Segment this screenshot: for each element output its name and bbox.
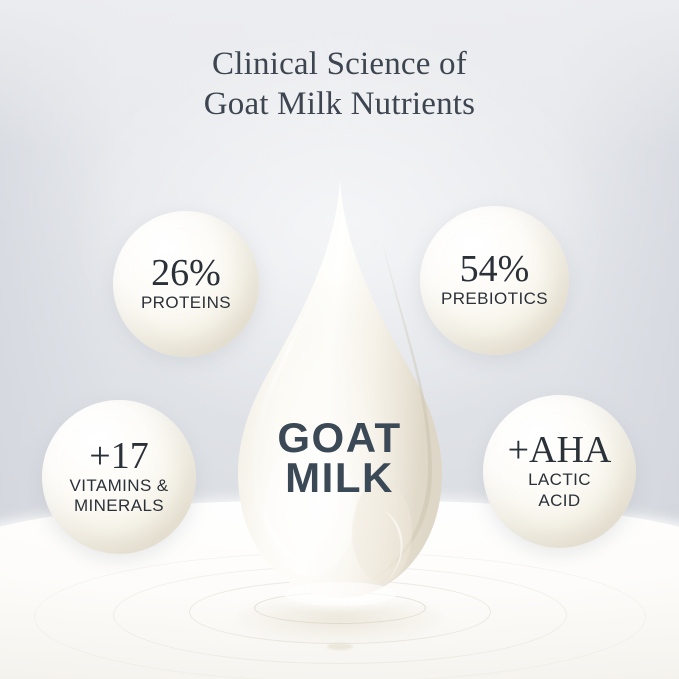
bubble-proteins-content: 26% PROTEINS (141, 254, 231, 314)
bubble-aha-label-line2: ACID (538, 490, 581, 510)
droplet-label-line1: GOAT (277, 414, 402, 461)
bubble-prebiotics: 54% PREBIOTICS (420, 206, 569, 355)
bubble-proteins-value: 26% (151, 251, 221, 294)
milk-droplet-icon (232, 180, 448, 606)
bubble-prebiotics-content: 54% PREBIOTICS (441, 250, 548, 310)
bubble-aha-content: +AHA LACTIC ACID (508, 431, 612, 512)
bubble-vitamins-content: +17 VITAMINS & MINERALS (69, 437, 168, 518)
bubble-aha-label-line1: LACTIC (528, 470, 591, 490)
milk-splash-speck (326, 643, 353, 650)
bubble-vitamins-label-line1: VITAMINS & (69, 475, 169, 495)
droplet-label-line2: MILK (285, 454, 394, 502)
page-title-line2: Goat Milk Nutrients (203, 86, 476, 123)
droplet-label: GOAT MILK (277, 414, 402, 502)
bubble-vitamins-minerals: +17 VITAMINS & MINERALS (42, 400, 196, 554)
bubble-prebiotics-label: PREBIOTICS (441, 289, 548, 309)
bubble-proteins-label: PROTEINS (140, 292, 232, 312)
page-title-line1: Clinical Science of (212, 46, 467, 82)
bubble-proteins: 26% PROTEINS (113, 211, 259, 357)
bubble-vitamins-label-line2: MINERALS (73, 496, 165, 515)
page-title: Clinical Science of Goat Milk Nutrients (0, 44, 679, 125)
bubble-aha-lactic-acid: +AHA LACTIC ACID (483, 395, 636, 548)
bubble-aha-value: +AHA (507, 429, 612, 472)
bubble-prebiotics-value: 54% (459, 248, 530, 291)
bubble-vitamins-value: +17 (89, 434, 149, 477)
